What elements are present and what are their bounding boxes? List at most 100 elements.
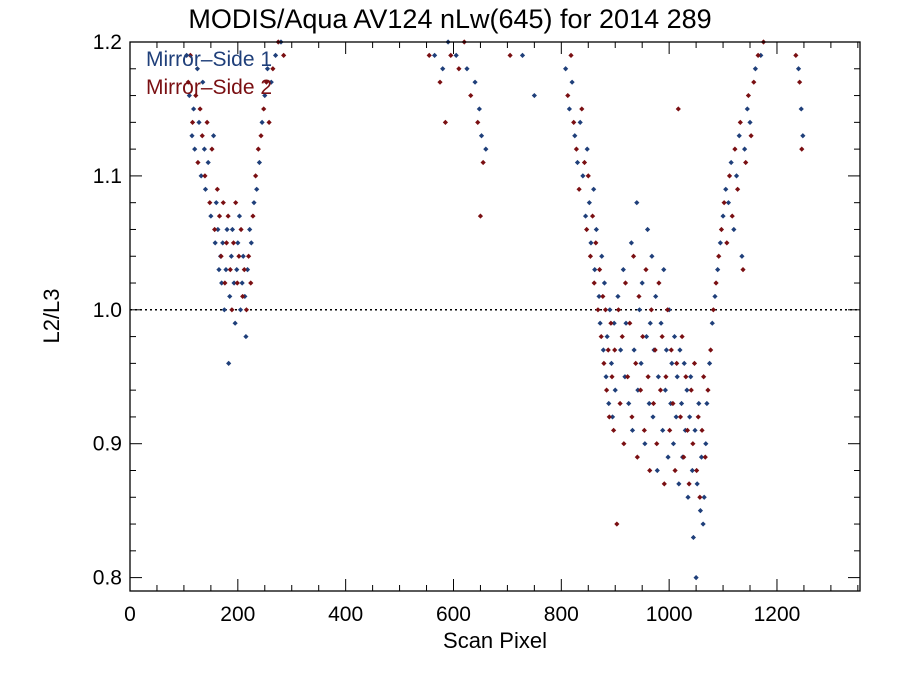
data-point-mirror-side-1: [248, 240, 254, 246]
data-point-mirror-side-1: [673, 414, 679, 420]
data-point-mirror-side-1: [198, 173, 204, 179]
data-point-mirror-side-2: [617, 400, 623, 407]
data-point-mirror-side-1: [615, 293, 621, 300]
data-point-mirror-side-2: [619, 333, 625, 340]
data-point-mirror-side-2: [236, 253, 242, 259]
data-point-mirror-side-1: [224, 226, 230, 233]
data-point-mirror-side-1: [191, 106, 197, 112]
data-point-mirror-side-2: [695, 414, 701, 420]
data-point-mirror-side-1: [715, 267, 721, 273]
data-point-mirror-side-1: [236, 213, 243, 219]
data-point-mirror-side-1: [744, 106, 750, 112]
data-point-mirror-side-2: [258, 133, 264, 139]
data-point-mirror-side-1: [597, 320, 603, 326]
data-point-mirror-side-2: [475, 119, 481, 125]
data-point-mirror-side-2: [621, 441, 627, 447]
data-point-mirror-side-1: [752, 66, 759, 72]
data-point-mirror-side-2: [220, 200, 226, 206]
data-point-mirror-side-1: [728, 159, 734, 166]
data-point-mirror-side-1: [697, 508, 704, 514]
data-point-mirror-side-1: [235, 240, 241, 246]
data-point-mirror-side-1: [678, 400, 685, 407]
data-point-mirror-side-2: [250, 213, 256, 219]
data-point-mirror-side-2: [633, 360, 639, 366]
data-point-mirror-side-2: [614, 521, 620, 527]
data-point-mirror-side-1: [681, 360, 687, 366]
data-point-mirror-side-2: [650, 400, 657, 407]
data-point-mirror-side-2: [480, 159, 486, 166]
data-point-mirror-side-2: [699, 427, 705, 433]
data-point-mirror-side-1: [531, 92, 537, 99]
data-point-mirror-side-2: [218, 253, 224, 259]
data-point-mirror-side-2: [195, 159, 201, 166]
x-tick-label: 800: [544, 603, 579, 626]
data-point-mirror-side-1: [650, 414, 656, 420]
data-point-mirror-side-2: [654, 441, 660, 447]
data-point-mirror-side-1: [221, 307, 227, 313]
data-point-mirror-side-2: [608, 320, 614, 326]
data-point-mirror-side-2: [612, 347, 618, 353]
data-point-mirror-side-2: [234, 280, 240, 286]
data-point-mirror-side-2: [448, 52, 454, 58]
data-point-mirror-side-2: [615, 307, 622, 313]
data-point-mirror-side-2: [223, 240, 230, 246]
y-tick-label: 0.9: [93, 433, 122, 456]
data-point-mirror-side-2: [227, 267, 233, 273]
data-point-mirror-side-2: [684, 427, 691, 433]
data-point-mirror-side-2: [697, 494, 703, 500]
data-point-mirror-side-1: [712, 293, 718, 300]
data-point-mirror-side-2: [579, 106, 585, 112]
data-point-mirror-side-2: [568, 52, 574, 58]
data-point-mirror-side-1: [736, 133, 742, 139]
data-point-mirror-side-2: [600, 293, 606, 300]
data-point-mirror-side-2: [737, 119, 743, 125]
data-point-mirror-side-2: [214, 186, 220, 192]
data-point-mirror-side-2: [193, 92, 199, 99]
data-point-mirror-side-2: [468, 92, 474, 99]
data-point-mirror-side-1: [582, 213, 589, 219]
data-point-mirror-side-1: [698, 454, 705, 460]
data-point-mirror-side-1: [685, 494, 691, 500]
legend: Mirror–Side 1 Mirror–Side 2: [146, 46, 272, 102]
data-point-mirror-side-2: [718, 226, 725, 233]
data-point-mirror-side-1: [228, 253, 234, 259]
data-point-mirror-side-2: [230, 240, 237, 246]
data-point-mirror-side-1: [670, 441, 677, 447]
data-point-mirror-side-2: [266, 119, 272, 125]
data-point-mirror-side-2: [593, 240, 599, 246]
data-point-mirror-side-1: [268, 79, 274, 85]
data-point-mirror-side-2: [648, 307, 654, 313]
data-point-mirror-side-2: [209, 146, 215, 152]
data-point-mirror-side-2: [674, 360, 680, 366]
data-point-mirror-side-1: [725, 200, 732, 206]
data-point-mirror-side-1: [629, 427, 636, 433]
data-point-mirror-side-1: [692, 427, 698, 433]
data-point-mirror-side-2: [640, 333, 646, 340]
legend-entry-mirror-side-1: Mirror–Side 1: [146, 48, 273, 71]
data-point-mirror-side-1: [671, 333, 678, 340]
data-point-mirror-side-2: [630, 253, 637, 259]
data-point-mirror-side-1: [566, 106, 573, 112]
data-point-mirror-side-1: [212, 240, 218, 246]
data-point-mirror-side-2: [216, 213, 223, 219]
data-point-mirror-side-1: [660, 427, 666, 433]
data-point-mirror-side-1: [215, 226, 221, 233]
data-point-mirror-side-1: [584, 146, 590, 152]
data-point-mirror-side-1: [237, 307, 244, 313]
data-point-mirror-side-1: [674, 374, 680, 380]
legend-entry-mirror-side-2: Mirror–Side 2: [146, 76, 273, 99]
data-point-mirror-side-2: [225, 213, 231, 219]
data-point-mirror-side-1: [432, 52, 438, 58]
data-point-mirror-side-1: [208, 213, 214, 219]
data-point-mirror-side-1: [243, 333, 249, 340]
data-point-mirror-side-2: [641, 427, 647, 433]
data-point-mirror-side-2: [661, 481, 667, 487]
data-point-mirror-side-2: [721, 200, 727, 206]
data-point-mirror-side-1: [569, 79, 575, 85]
data-point-mirror-side-1: [251, 200, 257, 206]
data-point-mirror-side-1: [563, 66, 569, 72]
data-point-mirror-side-1: [798, 106, 804, 112]
data-point-mirror-side-1: [689, 467, 695, 474]
data-point-mirror-side-2: [606, 414, 612, 420]
